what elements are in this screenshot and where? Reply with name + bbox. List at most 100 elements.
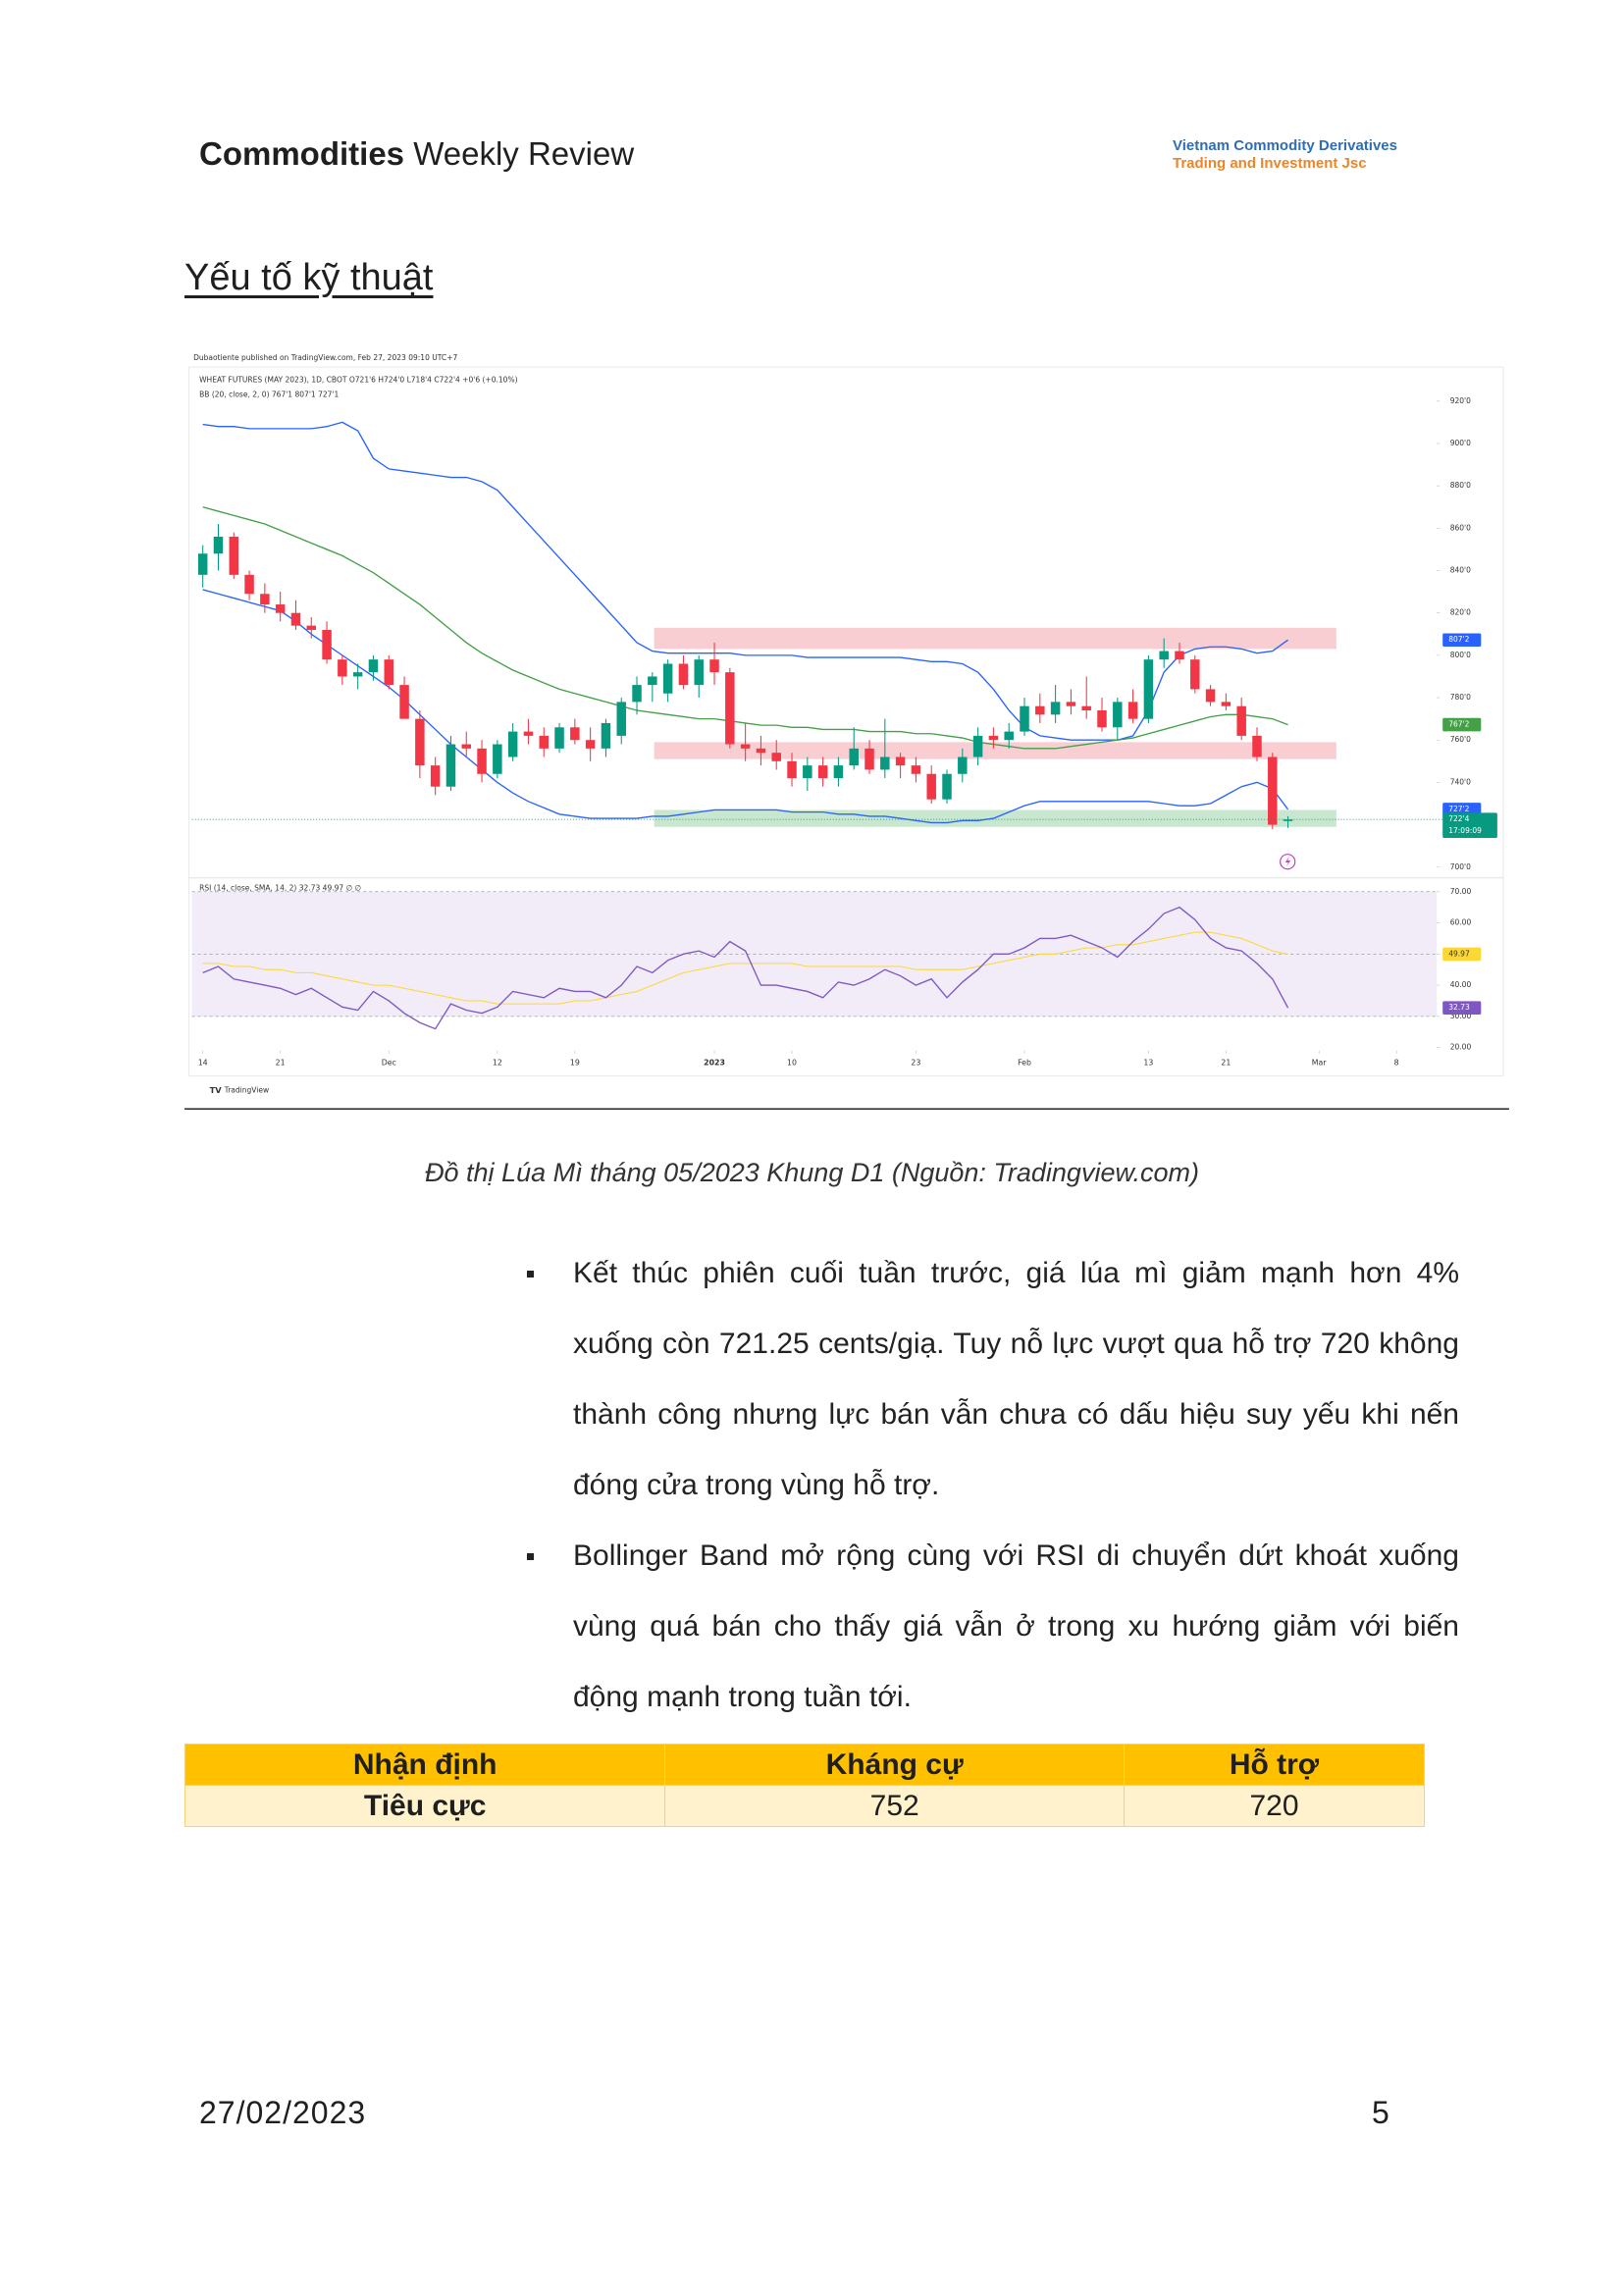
candle-body — [1143, 659, 1154, 719]
candle-body — [771, 753, 781, 761]
candle-body — [725, 672, 735, 745]
candle-body — [648, 676, 657, 686]
zone — [654, 742, 1336, 759]
rsi-line — [202, 906, 1289, 1030]
published-text: Dubaotiente published on TradingView.com… — [193, 353, 457, 362]
candle-body — [616, 702, 626, 736]
x-tick-label: 12 — [493, 1058, 502, 1067]
candle-body — [1020, 705, 1029, 732]
price-badge-label: 807'2 — [1448, 635, 1469, 644]
y-tick-label: 800'0 — [1450, 651, 1471, 659]
y-tick-label: 860'0 — [1450, 523, 1471, 532]
candle-body — [322, 629, 332, 660]
x-tick-label: 19 — [570, 1058, 580, 1067]
page-number: 5 — [1372, 2095, 1389, 2130]
candle-body — [601, 722, 611, 749]
y-tick-label: 740'0 — [1450, 777, 1471, 786]
candle-body — [461, 744, 471, 749]
band-line — [202, 589, 1289, 824]
table: Nhận định Kháng cự Hỗ trợ Tiêu cực 752 7… — [183, 1744, 1426, 1827]
section-title: Yếu tố kỹ thuật — [184, 257, 434, 298]
cell: 752 — [664, 1785, 1125, 1827]
candle-body — [1252, 735, 1262, 757]
x-tick-label: 10 — [787, 1058, 797, 1067]
cell: Tiêu cực — [183, 1785, 666, 1827]
candle-body — [229, 536, 239, 575]
candle-body — [523, 731, 534, 736]
x-tick-label: Dec — [382, 1058, 396, 1067]
candle-body — [275, 604, 286, 613]
band-line — [202, 421, 1288, 741]
candle-body — [678, 663, 689, 686]
bullet: Kết thúc phiên cuối tuần trước, giá lúa … — [527, 1238, 1459, 1521]
candle-body — [507, 731, 518, 757]
candle-body — [399, 685, 409, 719]
x-tick-label: Mar — [1312, 1058, 1328, 1067]
rsi-badge — [1442, 1001, 1482, 1015]
candle-body — [817, 765, 828, 779]
candle-body — [554, 727, 564, 749]
y-tick-label: 700'0 — [1450, 862, 1471, 871]
zone — [654, 627, 1336, 650]
candle-body — [662, 663, 673, 694]
candle-body — [1175, 651, 1184, 660]
bullet: Bollinger Band mở rộng cùng với RSI di c… — [527, 1521, 1459, 1733]
candle-body — [988, 735, 999, 741]
candle-body — [1050, 702, 1061, 715]
caption: Đồ thị Lúa Mì tháng 05/2023 Khung D1 (Ng… — [425, 1158, 1199, 1187]
candle-body — [942, 773, 952, 800]
price-badge — [1442, 717, 1482, 732]
rsi-y-tick-label: 60.00 — [1450, 918, 1472, 927]
candle-body — [306, 625, 317, 630]
candle-body — [260, 594, 270, 605]
candle-body — [1004, 731, 1014, 741]
price-badge-label: 727'2 — [1448, 805, 1469, 813]
candle-body — [849, 748, 859, 766]
candle-body — [1221, 702, 1231, 706]
price-badge-time: 17:09:09 — [1448, 826, 1482, 835]
candle-body — [1113, 702, 1123, 728]
header-title: Commodities Weekly Review — [199, 135, 634, 173]
candle-body — [895, 756, 906, 766]
header-cell: Hỗ trợ — [1123, 1744, 1426, 1786]
y-tick-label: 920'0 — [1450, 396, 1471, 405]
candle-body — [787, 760, 797, 779]
candle-body — [972, 735, 983, 757]
candle-body — [864, 748, 874, 770]
rsi-y-tick-label: 30.00 — [1450, 1012, 1472, 1020]
candle-body — [368, 659, 379, 673]
event-icon — [1280, 854, 1296, 870]
header-cell: Kháng cự — [664, 1744, 1125, 1786]
rsi-y-tick-label: 40.00 — [1450, 980, 1472, 989]
event-icon-bolt — [1284, 856, 1291, 867]
candle-body — [958, 756, 968, 774]
y-tick-label: 840'0 — [1450, 566, 1471, 575]
brand-mark: TV — [210, 1085, 223, 1095]
rsi-legend: RSI (14, close, SMA, 14, 2) 32.73 49.97 … — [199, 883, 361, 892]
bullet-list: Kết thúc phiên cuối tuần trước, giá lúa … — [527, 1238, 1459, 1733]
candle-body — [197, 553, 208, 575]
band-line — [202, 506, 1288, 750]
symbol-legend: WHEAT FUTURES (MAY 2023), 1D, CBOT O721'… — [199, 376, 517, 385]
candle-body — [213, 536, 224, 554]
footer-date: 27/02/2023 — [199, 2095, 367, 2130]
price-badge-label: 767'2 — [1448, 720, 1469, 729]
x-tick-label: Feb — [1018, 1058, 1031, 1067]
x-tick-label: 21 — [1221, 1058, 1231, 1067]
candle-body — [926, 773, 936, 800]
rsi-badge-label: 49.97 — [1448, 949, 1470, 958]
chart: Dubaotiente published on TradingView.com… — [184, 353, 1509, 1110]
x-tick-label: 14 — [198, 1058, 208, 1067]
candle-body — [445, 744, 456, 787]
candle-body — [338, 659, 347, 677]
candle-body — [756, 748, 766, 754]
candle-body — [539, 735, 549, 749]
y-tick-label: 900'0 — [1450, 439, 1471, 447]
rsi-y-tick-label: 20.00 — [1450, 1043, 1472, 1052]
candle-body — [1097, 710, 1107, 728]
table-header: Nhận định Kháng cự Hỗ trợ — [183, 1744, 1426, 1786]
candle-body — [290, 612, 301, 626]
company-logo: Vietnam Commodity Derivatives Trading an… — [1173, 137, 1397, 173]
candle-body — [415, 718, 425, 766]
